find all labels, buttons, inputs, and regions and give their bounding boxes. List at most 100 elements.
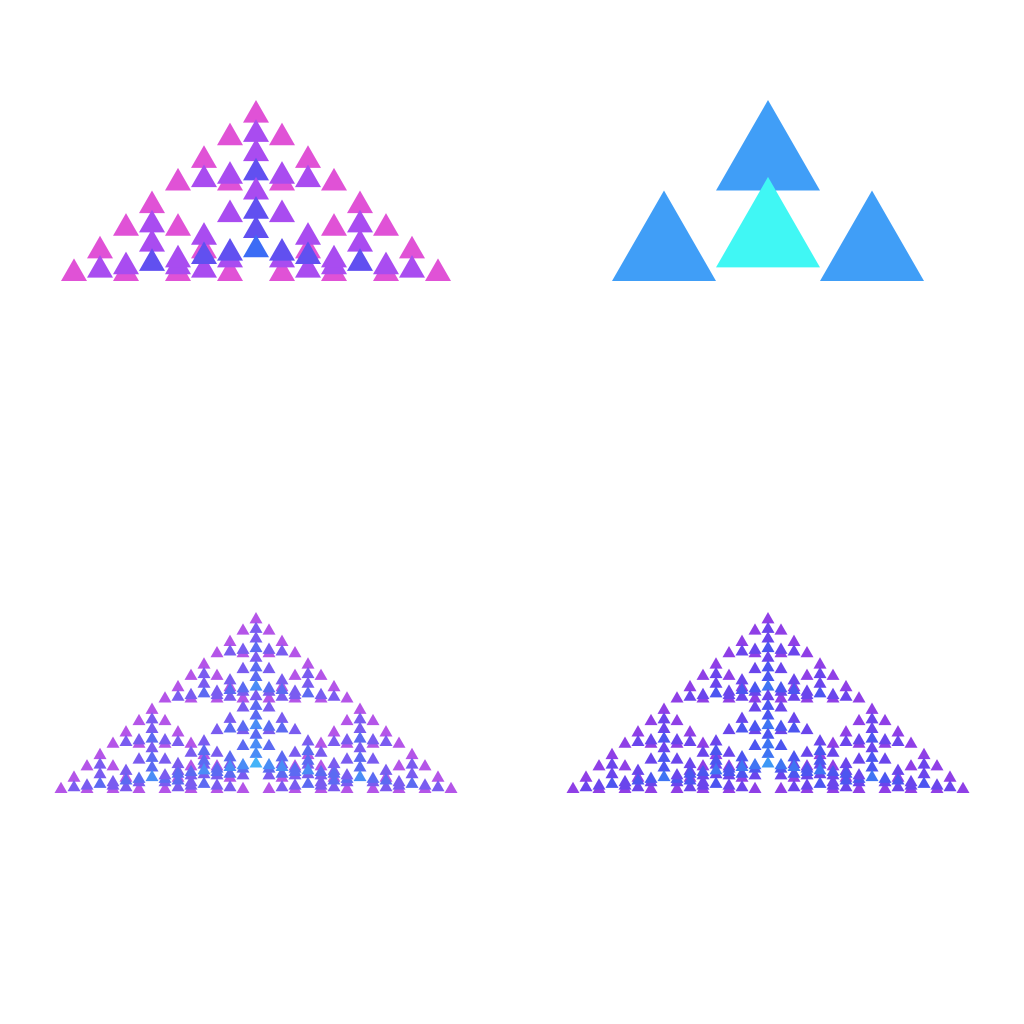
fractal-triangle xyxy=(340,691,354,703)
fractal-triangle xyxy=(236,768,250,780)
fractal-triangle xyxy=(145,760,159,772)
fractal-triangle xyxy=(132,713,146,726)
fractal-triangle xyxy=(295,222,321,245)
fractal-triangle xyxy=(288,778,302,790)
fractal-triangle xyxy=(210,645,224,658)
fractal-triangle xyxy=(878,733,892,745)
fractal-triangle xyxy=(826,774,840,787)
fractal-triangle xyxy=(145,702,159,714)
fractal-triangle xyxy=(839,689,853,701)
fractal-triangle xyxy=(119,734,133,747)
fractal-triangle xyxy=(119,779,133,792)
fractal-triangle xyxy=(644,752,658,764)
fractal-triangle xyxy=(425,258,451,281)
fractal-triangle xyxy=(722,645,736,658)
fractal-triangle xyxy=(735,682,749,695)
fractal-triangle xyxy=(288,722,302,735)
fractal-triangle xyxy=(295,164,321,188)
fractal-triangle xyxy=(839,734,853,747)
fractal-triangle xyxy=(249,717,263,730)
fractal-triangle xyxy=(275,721,289,733)
fractal-triangle xyxy=(722,778,736,790)
fractal-triangle xyxy=(191,222,217,245)
fractal-triangle xyxy=(709,666,723,679)
fractal-triangle xyxy=(644,781,658,793)
fractal-triangle xyxy=(592,759,606,771)
fractal-triangle xyxy=(696,764,710,777)
fractal-triangle xyxy=(709,686,723,698)
fractal-triangle xyxy=(748,642,762,654)
fractal-triangle xyxy=(735,766,749,778)
fractal-triangle xyxy=(80,759,94,771)
fractal-triangle xyxy=(353,721,367,734)
fractal-triangle xyxy=(904,774,918,787)
fractal-triangle xyxy=(301,743,315,756)
fractal-triangle xyxy=(191,145,217,168)
fractal-triangle xyxy=(716,100,820,191)
fractal-triangle xyxy=(709,763,723,775)
fractal-triangle xyxy=(184,764,198,777)
fractal-triangle xyxy=(314,745,328,757)
fractal-triangle xyxy=(67,770,81,782)
fractal-triangle xyxy=(243,100,269,123)
fractal-triangle xyxy=(722,745,736,757)
fractal-triangle xyxy=(327,679,341,692)
fractal-triangle xyxy=(353,740,367,753)
fractal-triangle xyxy=(683,756,697,769)
fractal-triangle xyxy=(184,745,198,757)
fractal-triangle xyxy=(800,668,814,680)
fractal-triangle xyxy=(223,750,237,762)
fractal-triangle xyxy=(301,686,315,698)
fractal-triangle xyxy=(709,676,723,688)
fractal-triangle xyxy=(217,199,243,223)
fractal-triangle xyxy=(54,781,68,793)
fractal-triangle xyxy=(787,644,801,656)
fractal-triangle xyxy=(262,757,276,770)
fractal-triangle xyxy=(891,779,905,792)
fractal-triangle xyxy=(249,621,263,633)
fractal-triangle xyxy=(327,773,341,785)
fractal-triangle xyxy=(139,190,165,214)
fractal-triangle xyxy=(243,234,269,258)
fractal-triangle xyxy=(800,684,814,696)
fractal-triangle xyxy=(670,768,684,780)
fractal-triangle xyxy=(839,773,853,785)
fractal-triangle xyxy=(158,713,172,726)
fractal-triangle xyxy=(865,731,879,743)
fractal-triangle xyxy=(366,713,380,726)
fractal-triangle xyxy=(813,734,827,746)
fractal-triangle xyxy=(184,736,198,748)
fractal-triangle xyxy=(735,689,749,701)
fractal-triangle xyxy=(171,756,185,769)
fractal-triangle xyxy=(223,673,237,685)
fractal-triangle xyxy=(787,750,801,762)
fractal-triangle xyxy=(269,122,295,146)
fractal-triangle xyxy=(197,776,211,788)
fractal-triangle xyxy=(197,734,211,746)
sierpinski-panel-bottom-right xyxy=(512,512,1024,1024)
fractal-triangle xyxy=(605,766,619,779)
fractal-triangle xyxy=(93,776,107,788)
fractal-triangle xyxy=(696,736,710,748)
fractal-triangle xyxy=(288,645,302,658)
fractal-triangle xyxy=(223,682,237,695)
fractal-triangle xyxy=(405,747,419,760)
fractal-triangle xyxy=(865,721,879,734)
fractal-triangle xyxy=(340,733,354,745)
fractal-triangle xyxy=(670,713,684,726)
fractal-triangle xyxy=(243,119,269,142)
fractal-triangle xyxy=(243,196,269,219)
fractal-triangle xyxy=(761,640,775,653)
sierpinski-panel-top-right xyxy=(512,0,1024,512)
fractal-triangle xyxy=(340,752,354,764)
fractal-triangle xyxy=(891,763,905,775)
fractal-triangle xyxy=(223,779,237,792)
fractal-triangle xyxy=(353,750,367,762)
sierpinski-panel-top-left xyxy=(0,0,512,512)
fractal-triangle xyxy=(314,687,328,700)
fractal-triangle xyxy=(683,689,697,701)
fractal-triangle xyxy=(618,774,632,787)
fractal-triangle xyxy=(761,688,775,701)
fractal-triangle xyxy=(301,776,315,788)
